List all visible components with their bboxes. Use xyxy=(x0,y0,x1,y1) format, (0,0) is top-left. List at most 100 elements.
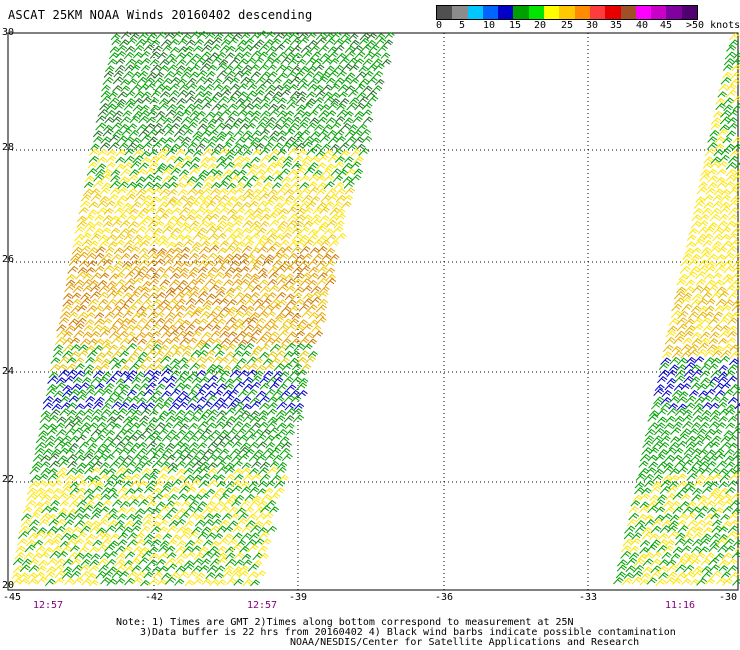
wind-barb xyxy=(671,345,682,353)
wind-barb xyxy=(226,182,237,190)
wind-barb xyxy=(236,518,248,527)
wind-barb xyxy=(102,214,113,223)
wind-barb xyxy=(712,272,723,280)
wind-barb xyxy=(333,38,344,46)
wind-barb xyxy=(278,253,290,261)
wind-barb xyxy=(77,251,89,260)
wind-barb xyxy=(227,195,238,203)
wind-barb xyxy=(161,304,173,313)
wind-barb xyxy=(211,298,223,306)
wind-barb xyxy=(300,129,311,137)
wind-barb xyxy=(171,534,181,541)
wind-barb xyxy=(131,324,143,332)
wind-barb xyxy=(186,83,198,91)
wind-barb xyxy=(154,258,166,267)
wind-barb xyxy=(164,32,175,40)
wind-barb xyxy=(115,156,126,164)
wind-barb xyxy=(227,494,238,502)
wind-barb xyxy=(172,110,184,119)
wind-barb xyxy=(89,520,101,528)
wind-barb xyxy=(347,89,359,98)
wind-barb xyxy=(621,577,633,586)
wind-barb xyxy=(690,298,702,306)
wind-barb xyxy=(52,487,63,495)
wind-barb xyxy=(732,266,740,273)
wind-barb xyxy=(211,343,223,352)
wind-barb xyxy=(242,414,254,423)
wind-barb xyxy=(194,278,205,286)
wind-barb xyxy=(93,345,104,352)
wind-barb xyxy=(722,578,733,586)
wind-barb xyxy=(92,401,104,410)
wind-barb xyxy=(263,512,274,520)
wind-barb xyxy=(157,162,167,170)
wind-barb xyxy=(266,292,277,300)
wind-barb xyxy=(666,559,677,567)
wind-barb xyxy=(54,570,66,579)
wind-barb xyxy=(145,447,157,456)
wind-barb xyxy=(164,545,176,553)
wind-barb xyxy=(105,200,116,208)
wind-barb xyxy=(285,52,295,59)
wind-barb xyxy=(272,454,283,462)
wind-barb xyxy=(248,441,259,450)
wind-barb xyxy=(134,212,145,221)
wind-barb xyxy=(641,531,653,540)
wind-barb xyxy=(315,304,328,313)
wind-barb xyxy=(159,279,171,287)
wind-barb xyxy=(104,480,115,488)
wind-barb xyxy=(710,487,721,495)
wind-barb xyxy=(126,304,138,313)
wind-barb xyxy=(667,485,679,494)
wind-barb xyxy=(113,260,124,268)
wind-barb xyxy=(349,97,360,105)
wind-barb xyxy=(323,181,335,190)
wind-barb xyxy=(697,495,708,502)
wind-barb xyxy=(42,448,53,456)
wind-barb xyxy=(274,441,285,450)
wind-barb xyxy=(256,441,268,449)
wind-barb xyxy=(170,143,181,151)
wind-barb xyxy=(69,350,80,358)
wind-barb xyxy=(67,460,78,469)
wind-barb xyxy=(680,344,692,352)
wind-barb xyxy=(222,272,233,280)
wind-barb xyxy=(242,376,254,384)
wind-barb xyxy=(191,53,202,60)
wind-barb xyxy=(714,143,725,150)
wind-barb xyxy=(192,493,203,501)
wind-barb xyxy=(133,285,144,294)
wind-barb xyxy=(294,167,307,176)
wind-barb xyxy=(717,160,728,169)
wind-barb xyxy=(154,442,166,450)
wind-barb xyxy=(308,272,319,280)
wind-barb xyxy=(210,207,221,215)
wind-barb xyxy=(111,253,122,261)
wind-barb xyxy=(187,531,199,540)
wind-barb xyxy=(729,344,740,352)
wind-barb xyxy=(300,45,312,53)
wind-barb xyxy=(292,414,305,423)
wind-barb xyxy=(167,493,178,502)
wind-barb xyxy=(249,264,261,273)
wind-barb xyxy=(648,447,660,455)
wind-barb xyxy=(265,318,276,326)
wind-barb xyxy=(170,76,181,85)
wind-barb xyxy=(117,91,128,99)
wind-barb xyxy=(347,143,358,151)
wind-barb xyxy=(682,409,693,416)
wind-barb xyxy=(690,364,701,372)
wind-barb xyxy=(267,51,278,59)
wind-barb xyxy=(288,169,299,177)
wind-barb xyxy=(280,142,292,150)
legend-swatch xyxy=(544,6,560,19)
wind-barb xyxy=(315,90,326,98)
wind-barb xyxy=(204,260,215,268)
wind-barb xyxy=(313,84,324,92)
wind-barb xyxy=(144,434,156,442)
wind-barb xyxy=(166,103,177,111)
wind-barb xyxy=(159,299,170,307)
wind-barb xyxy=(316,162,327,170)
wind-barb xyxy=(76,215,87,223)
wind-barb xyxy=(707,175,719,183)
